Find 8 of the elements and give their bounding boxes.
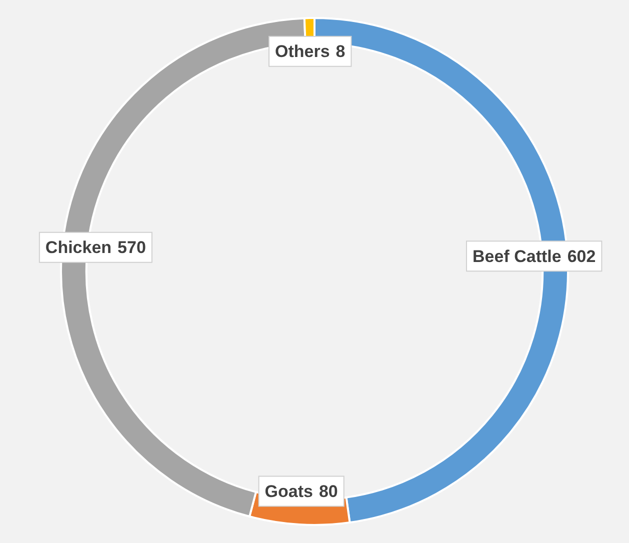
slice-label: Goats	[264, 482, 313, 501]
data-label: 8	[336, 42, 346, 62]
slice-label: Chicken	[45, 238, 112, 258]
data-label: 570	[118, 238, 146, 258]
data-label: 602	[567, 246, 596, 266]
slice-label: Others	[274, 42, 330, 62]
slice-label: Beef Cattle	[472, 246, 562, 266]
data-label: 80	[318, 482, 338, 501]
